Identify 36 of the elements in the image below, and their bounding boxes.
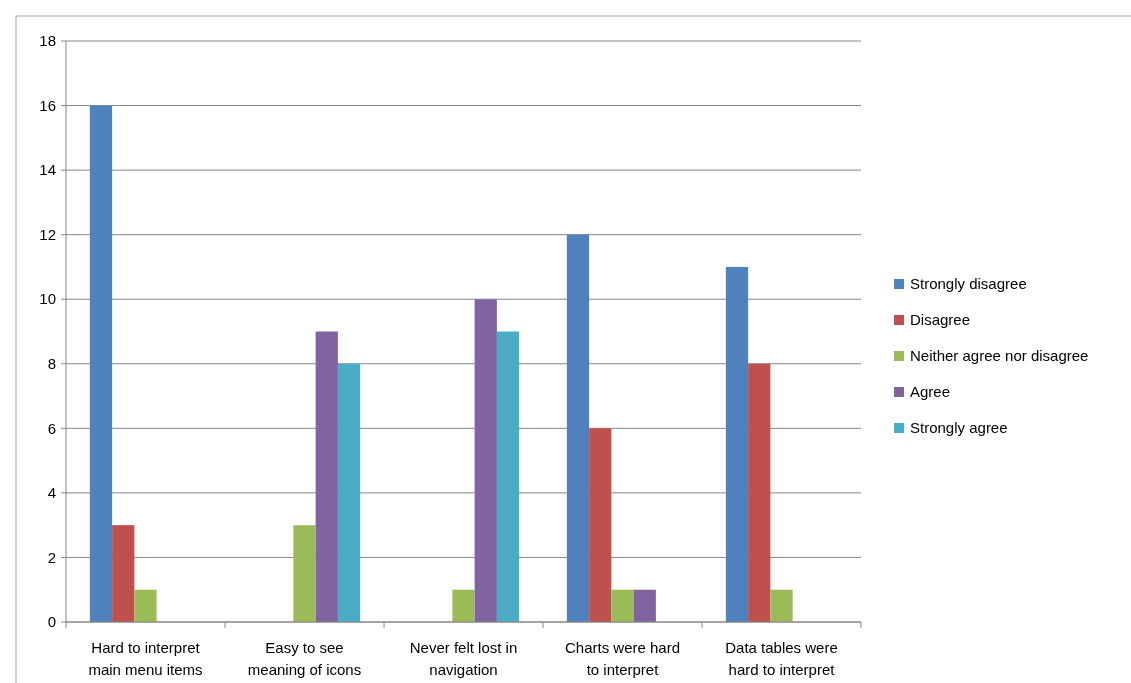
bar — [315, 331, 338, 622]
bar — [134, 589, 157, 622]
bar — [474, 299, 497, 622]
bar — [452, 589, 475, 622]
bar — [89, 105, 113, 622]
y-tick-label: 2 — [47, 548, 56, 566]
x-tick-label: Charts were hard to interpret — [564, 639, 681, 678]
y-tick-label: 4 — [47, 484, 56, 502]
y-tick-label: 18 — [39, 32, 56, 50]
bar — [770, 589, 793, 622]
bar — [566, 234, 590, 622]
legend-label: Strongly agree — [910, 419, 1008, 437]
bar — [633, 589, 656, 622]
bar — [293, 525, 316, 622]
x-tick-label: Hard to interpret main menu items — [88, 639, 203, 678]
legend-label: Neither agree nor disagree — [910, 347, 1089, 365]
bar — [725, 266, 749, 622]
y-tick-label: 8 — [47, 355, 56, 373]
y-tick-label: 16 — [39, 96, 56, 114]
x-tick-label: Never felt lost in navigation — [409, 639, 518, 678]
x-tick-label: Data tables were hard to interpret — [725, 639, 838, 678]
x-tick-label: Easy to see meaning of icons — [247, 639, 362, 678]
bar — [611, 589, 634, 622]
bar — [748, 363, 771, 622]
legend-label: Disagree — [910, 311, 971, 329]
bar — [112, 525, 135, 622]
bar — [589, 428, 612, 622]
y-tick-label: 0 — [47, 613, 56, 631]
bar — [337, 363, 361, 622]
legend-label: Agree — [910, 383, 951, 401]
y-tick-label: 14 — [39, 161, 56, 179]
y-tick-label: 6 — [47, 419, 56, 437]
legend-label: Strongly disagree — [910, 275, 1027, 293]
y-tick-label: 10 — [39, 290, 56, 308]
y-tick-label: 12 — [39, 225, 56, 243]
bar — [496, 331, 520, 622]
